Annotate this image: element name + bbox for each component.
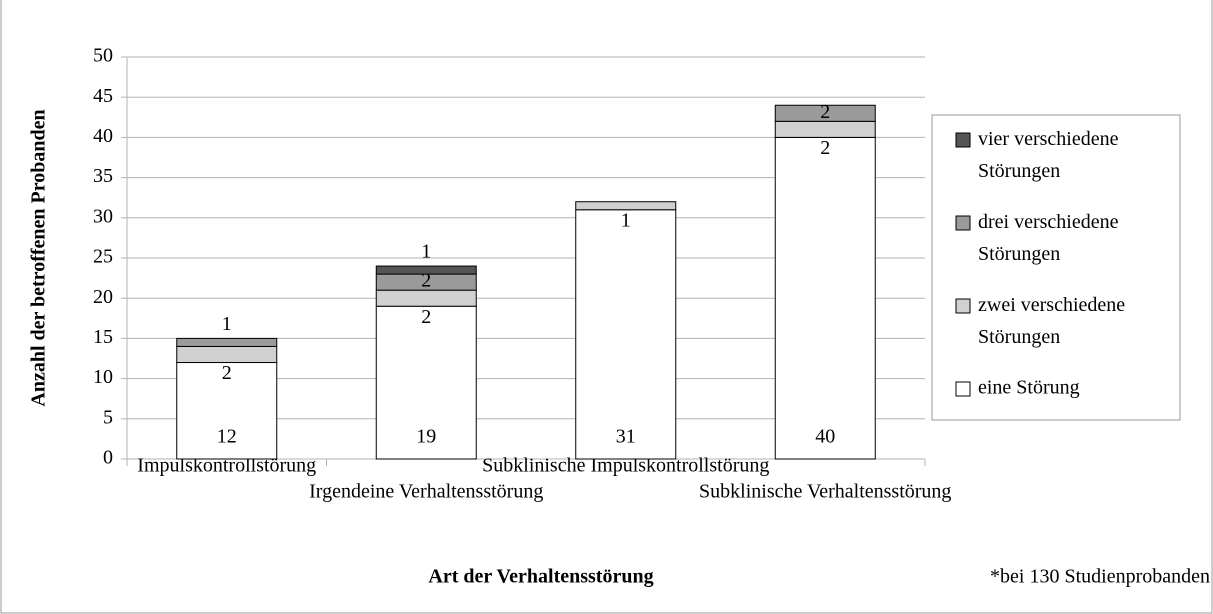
legend-label: eine Störung [978,377,1080,399]
x-tick-label: Irgendeine Verhaltensstörung [309,481,543,503]
legend-label-line: Störungen [978,243,1060,265]
data-label: 2 [421,270,431,292]
legend-label: drei verschiedene Störungen [978,211,1123,265]
bar-segment [774,104,876,122]
x-axis-title: Art der Verhaltensstörung [428,566,653,588]
y-tick-label: 40 [93,125,113,147]
x-tick-label: Subklinische Verhaltensstörung [699,481,951,503]
bar-segment [774,120,876,138]
data-label: 40 [815,426,835,448]
data-label: 2 [421,306,431,328]
legend-label: vier verschiedene Störungen [978,128,1123,182]
data-label: 1 [621,209,631,231]
data-label: 2 [820,101,830,123]
legend-swatch [955,381,971,397]
x-tick-label: Impulskontrollstörung [137,455,316,477]
y-tick-label: 10 [93,366,113,388]
data-label: 19 [416,426,436,448]
data-label: 1 [421,241,431,263]
legend-label-line: zwei verschiedene [978,294,1130,316]
legend-swatch [955,215,971,231]
data-label: 31 [616,426,636,448]
bar-segment [575,201,677,211]
legend-label: zwei verschiedene Störungen [978,294,1130,348]
y-tick-label: 45 [93,85,113,107]
y-tick-label: 0 [103,447,113,469]
data-label: 12 [217,426,237,448]
legend-swatch [955,132,971,148]
data-label: 2 [222,362,232,384]
legend-label-line: Störungen [978,160,1060,182]
legend-label-line: vier verschiedene [978,128,1123,150]
bar-segment [375,265,477,275]
bar-segment [176,345,278,364]
note: *bei 130 Studienprobanden [990,566,1210,588]
legend-label-line: Störungen [978,326,1060,348]
y-tick-label: 15 [93,326,113,348]
x-tick-label: Subklinische Impulskontrollstörung [482,455,769,477]
bar-segment [375,305,477,460]
bar-segment [375,289,477,307]
bar-segment [575,209,677,460]
y-tick-label: 35 [93,165,113,187]
legend-label-line: drei verschiedene [978,211,1123,233]
y-tick-label: 50 [93,45,113,67]
bar-segment [176,362,278,460]
data-label: 1 [222,313,232,335]
y-tick-label: 25 [93,246,113,268]
legend-box [931,114,1181,421]
y-axis-title: Anzahl der betroffenen Probanden [28,109,50,406]
legend-swatch [955,298,971,314]
bar-segment [774,136,876,460]
bar-segment [176,337,278,347]
y-tick-label: 5 [103,406,113,428]
data-label: 2 [820,137,830,159]
y-tick-label: 20 [93,286,113,308]
y-tick-label: 30 [93,205,113,227]
